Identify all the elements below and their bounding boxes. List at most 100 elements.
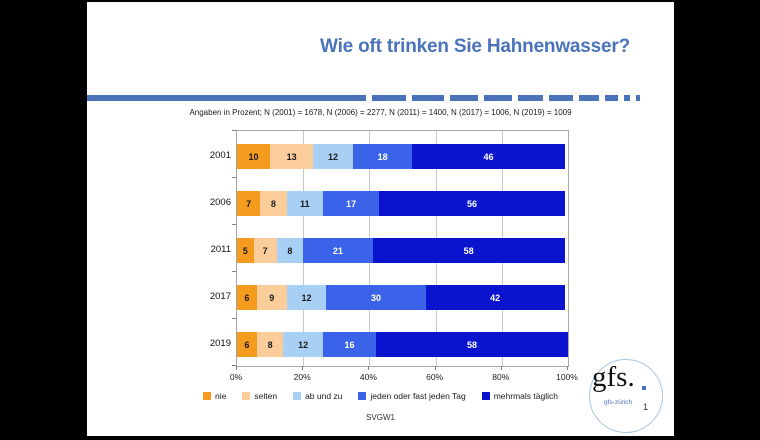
legend-item: selten bbox=[242, 391, 277, 401]
bar-segment-label: 8 bbox=[270, 198, 276, 209]
legend-label: nie bbox=[215, 391, 227, 401]
bar-segment: 6 bbox=[237, 285, 257, 310]
bar-segment-label: 12 bbox=[298, 339, 309, 350]
bar-segment-label: 8 bbox=[267, 339, 273, 350]
bar-segment: 10 bbox=[237, 144, 271, 169]
divider-segment bbox=[624, 95, 630, 101]
divider-segment bbox=[636, 95, 640, 101]
bar-segment: 17 bbox=[323, 191, 380, 216]
divider-segment bbox=[87, 95, 366, 101]
bar-segment: 18 bbox=[352, 144, 413, 169]
bar-segment: 30 bbox=[326, 285, 426, 310]
bar-segment-label: 18 bbox=[377, 151, 388, 162]
chart-subtitle: Angaben in Prozent; N (2001) = 1678, N (… bbox=[189, 108, 572, 117]
divider-segment bbox=[549, 95, 573, 101]
category-label: 2011 bbox=[210, 244, 231, 255]
bar-segment-label: 12 bbox=[301, 292, 312, 303]
divider-segment bbox=[372, 95, 406, 101]
divider-segment bbox=[412, 95, 444, 101]
bar-segment: 8 bbox=[260, 191, 287, 216]
legend-swatch bbox=[293, 392, 302, 400]
legend-label: mehrmals täglich bbox=[493, 391, 558, 401]
bar-segment-label: 58 bbox=[466, 339, 477, 350]
bar-segment: 12 bbox=[286, 285, 327, 310]
legend-swatch bbox=[242, 392, 251, 400]
bar-segment: 16 bbox=[323, 332, 376, 357]
bar-segment: 42 bbox=[425, 285, 565, 310]
bar-segment-label: 9 bbox=[269, 292, 275, 303]
divider-segment bbox=[605, 95, 618, 101]
x-axis-tick bbox=[435, 366, 436, 370]
page-number: 1 bbox=[643, 402, 649, 412]
y-axis-tick bbox=[232, 318, 236, 319]
bar-segment-label: 16 bbox=[344, 339, 355, 350]
bar-segment: 13 bbox=[270, 144, 314, 169]
bar-segment: 11 bbox=[286, 191, 324, 216]
bar-segment-label: 13 bbox=[286, 151, 297, 162]
legend-swatch bbox=[358, 392, 367, 400]
bar-segment-label: 7 bbox=[262, 245, 268, 256]
x-axis-tick bbox=[501, 366, 502, 370]
bar-row: 10 13 12 18 46 bbox=[237, 144, 565, 169]
bar-segment: 21 bbox=[303, 238, 373, 263]
bar-row: 5 7 8 21 58 bbox=[237, 238, 565, 263]
page-title: Wie oft trinken Sie Hahnenwasser? bbox=[320, 36, 630, 57]
bar-segment: 5 bbox=[237, 238, 254, 263]
bar-segment: 58 bbox=[372, 238, 565, 263]
bar-segment-label: 11 bbox=[300, 198, 310, 209]
bar-segment-label: 42 bbox=[490, 292, 501, 303]
legend-item: nie bbox=[203, 391, 226, 401]
legend-label: selten bbox=[254, 391, 278, 401]
legend-item: jeden oder fast jeden Tag bbox=[358, 391, 466, 401]
bar-segment: 12 bbox=[313, 144, 353, 169]
x-axis-tick-label: 100% bbox=[556, 372, 578, 382]
x-axis-tick-label: 0% bbox=[229, 372, 243, 382]
bar-segment: 8 bbox=[256, 332, 284, 357]
bar-segment: 7 bbox=[253, 238, 277, 263]
bar-segment: 46 bbox=[412, 144, 565, 169]
bar-segment-label: 58 bbox=[463, 245, 474, 256]
divider-segment bbox=[450, 95, 478, 101]
x-axis-tick bbox=[368, 366, 369, 370]
bar-segment-label: 30 bbox=[371, 292, 382, 303]
legend-item: mehrmals täglich bbox=[481, 391, 558, 401]
y-axis-tick bbox=[232, 271, 236, 272]
gfs-logo-subtext: gfs-zürich bbox=[604, 399, 633, 406]
bar-row: 6 8 12 16 58 bbox=[237, 332, 568, 357]
category-label: 2001 bbox=[209, 150, 231, 161]
slide: Wie oft trinken Sie Hahnenwasser? Angabe… bbox=[87, 2, 674, 436]
bar-row: 6 9 12 30 42 bbox=[237, 285, 565, 310]
legend-swatch bbox=[203, 392, 212, 400]
bar-segment-label: 10 bbox=[248, 151, 259, 162]
bar-segment-label: 8 bbox=[287, 245, 293, 256]
footer-code: SVGW1 bbox=[366, 413, 395, 422]
bar-segment-label: 6 bbox=[244, 339, 250, 350]
bar-segment-label: 56 bbox=[466, 198, 477, 209]
legend-label: jeden oder fast jeden Tag bbox=[370, 391, 466, 401]
x-axis-tick-label: 20% bbox=[293, 372, 311, 382]
bar-segment: 12 bbox=[283, 332, 324, 357]
gfs-logo-dot-icon bbox=[642, 386, 646, 390]
legend-item: ab und zu bbox=[293, 391, 342, 401]
bar-segment: 7 bbox=[237, 191, 261, 216]
category-label: 2019 bbox=[209, 338, 231, 349]
legend-swatch bbox=[481, 392, 490, 400]
category-label: 2006 bbox=[209, 197, 231, 208]
bar-segment-label: 21 bbox=[332, 245, 343, 256]
y-axis-tick bbox=[232, 365, 236, 366]
bar-segment: 56 bbox=[379, 191, 565, 216]
gfs-logo-circle bbox=[589, 359, 663, 433]
bar-segment-label: 12 bbox=[327, 151, 338, 162]
bar-segment: 9 bbox=[256, 285, 287, 310]
bar-segment: 8 bbox=[276, 238, 304, 263]
bar-segment-label: 7 bbox=[246, 198, 252, 209]
x-axis-tick-label: 40% bbox=[359, 372, 377, 382]
x-axis-tick bbox=[236, 366, 237, 370]
divider-segment bbox=[579, 95, 599, 101]
title-divider-line bbox=[87, 95, 640, 101]
bar-segment-label: 6 bbox=[244, 292, 250, 303]
bar-row: 7 8 11 17 56 bbox=[237, 191, 565, 216]
legend-label: ab und zu bbox=[305, 391, 343, 401]
bar-segment-label: 46 bbox=[483, 151, 494, 162]
category-label: 2017 bbox=[209, 291, 231, 302]
